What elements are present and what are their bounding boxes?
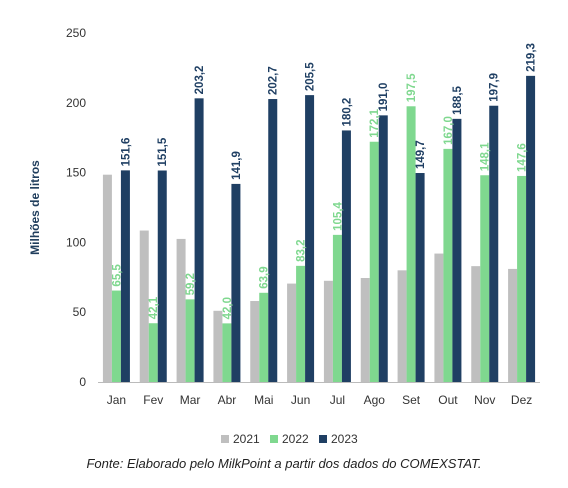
bar-2023-Mar: [194, 98, 204, 383]
data-label-2022-Abr: 42,0: [222, 297, 234, 319]
data-label-2023-Mai: 202,7: [268, 66, 280, 95]
legend-swatch-2022: [270, 435, 278, 443]
data-label-2023-Ago: 191,0: [378, 83, 390, 112]
y-tick-label: 250: [66, 26, 86, 40]
chart: 0 50 100 150 200 250 Milhões de litros Jan Fev Ma…: [28, 26, 540, 446]
bar-2021-Jul: [323, 280, 333, 382]
y-tick-label: 100: [66, 235, 86, 249]
data-label-2022-Jun: 83,2: [296, 239, 308, 261]
legend-swatch-2023: [319, 435, 327, 443]
bar-2023-Mai: [268, 99, 278, 383]
bar-2022-Ago: [369, 141, 379, 382]
bar-2023-Jan: [120, 170, 130, 382]
bar-2023-Nov: [489, 105, 499, 382]
axes: 0 50 100 150 200 250 Milhões de litros Jan Fev Ma…: [28, 26, 540, 407]
y-tick-label: 200: [66, 96, 86, 110]
legend: 2021 2022 2023: [221, 432, 358, 446]
y-tick-label: 150: [66, 166, 86, 180]
bar-2022-Nov: [480, 175, 490, 382]
bar-2023-Dez: [526, 75, 536, 382]
bar-2021-Mai: [250, 301, 260, 382]
source-note: Fonte: Elaborado pelo MilkPoint a partir…: [86, 456, 482, 471]
bar-2021-Nov: [471, 266, 481, 382]
legend-swatch-2021: [221, 435, 229, 443]
data-label-2022-Jul: 105,4: [332, 201, 344, 230]
data-label-2022-Set: 197,5: [406, 73, 418, 102]
bar-2023-Set: [415, 173, 425, 382]
bar-2021-Fev: [139, 230, 149, 382]
y-tick-label: 0: [79, 375, 86, 389]
bar-2022-Out: [443, 148, 453, 382]
bar-2022-Mai: [259, 292, 269, 382]
bar-2022-Mar: [185, 299, 195, 382]
x-tick-label: Jan: [107, 393, 126, 407]
x-tick-label: Mar: [180, 393, 201, 407]
bars: [102, 75, 536, 383]
data-label-2023-Nov: 197,9: [489, 73, 501, 102]
bar-2023-Jul: [341, 130, 351, 382]
bar-2021-Set: [397, 270, 407, 382]
legend-label-2021: 2021: [233, 432, 260, 446]
x-tick-label: Jul: [330, 393, 345, 407]
x-tick-label: Fev: [143, 393, 163, 407]
legend-label-2022: 2022: [282, 432, 309, 446]
bar-2023-Jun: [305, 95, 315, 382]
bar-2023-Fev: [157, 170, 167, 382]
data-label-2022-Out: 167,0: [443, 116, 455, 145]
x-tick-label: Nov: [474, 393, 495, 407]
bar-2022-Jan: [111, 290, 121, 382]
data-label-2023-Fev: 151,5: [157, 137, 169, 166]
data-label-2023-Dez: 219,3: [526, 43, 538, 72]
bar-2022-Dez: [517, 175, 527, 382]
x-tick-label: Ago: [364, 393, 386, 407]
data-labels: 65,5 151,6 42,1 151,5 59,2 203,2 42,0 141,9 63,9…: [111, 43, 537, 319]
bar-2021-Out: [434, 253, 444, 382]
data-label-2023-Jun: 205,5: [305, 62, 317, 91]
bar-2023-Out: [452, 118, 462, 382]
x-tick-label: Set: [402, 393, 421, 407]
x-tick-label: Out: [438, 393, 458, 407]
data-label-2023-Mar: 203,2: [194, 66, 206, 95]
bar-2021-Jun: [287, 283, 297, 382]
data-label-2022-Mai: 63,9: [259, 266, 271, 288]
x-tick-label: Abr: [218, 393, 237, 407]
bar-2021-Dez: [508, 268, 518, 382]
bar-2021-Mar: [176, 238, 186, 382]
data-label-2022-Jan: 65,5: [111, 264, 123, 287]
y-tick-label: 50: [73, 305, 87, 319]
bar-2022-Abr: [222, 323, 232, 382]
bar-2022-Jul: [332, 234, 342, 382]
bar-2022-Jun: [296, 265, 306, 382]
bar-2022-Fev: [148, 323, 158, 382]
x-tick-label: Mai: [254, 393, 273, 407]
data-label-2022-Dez: 147,6: [517, 143, 529, 172]
legend-label-2023: 2023: [331, 432, 358, 446]
data-label-2022-Ago: 172,1: [369, 108, 381, 137]
data-label-2022-Fev: 42,1: [148, 296, 160, 319]
data-label-2022-Mar: 59,2: [185, 273, 197, 295]
data-label-2022-Nov: 148,1: [480, 142, 492, 171]
bar-2022-Set: [406, 106, 416, 382]
x-tick-label: Jun: [291, 393, 310, 407]
data-label-2023-Abr: 141,9: [231, 151, 243, 180]
data-label-2023-Jul: 180,2: [341, 98, 353, 127]
x-tick-label: Dez: [511, 393, 532, 407]
y-axis-label: Milhões de litros: [28, 160, 42, 255]
data-label-2023-Jan: 151,6: [120, 138, 132, 167]
bar-2023-Abr: [231, 183, 241, 382]
bar-2021-Abr: [213, 310, 223, 382]
bar-2023-Ago: [378, 115, 388, 382]
bar-2021-Jan: [102, 174, 112, 382]
bar-2021-Ago: [360, 277, 370, 382]
data-label-2023-Out: 188,5: [452, 85, 464, 114]
data-label-2023-Set: 149,7: [415, 140, 427, 169]
